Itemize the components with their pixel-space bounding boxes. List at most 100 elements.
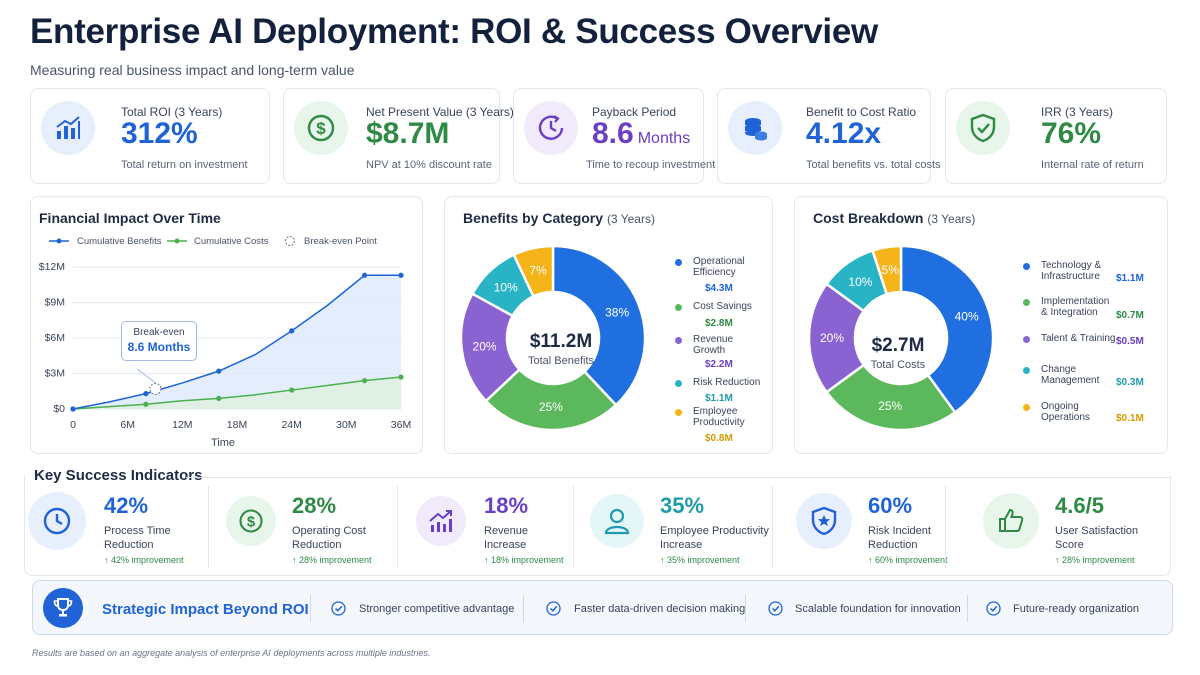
ksi-separator [397,486,398,568]
ksi-label: Operating Cost Reduction [292,524,402,552]
ksi-value: 28% [292,493,337,518]
legend-value: $0.7M [1116,310,1144,321]
kpi-desc: NPV at 10% discount rate [366,159,492,171]
ksi-separator [573,486,574,568]
strategic-item: Stronger competitive advantage [359,603,515,615]
kpi-desc: Total return on investment [121,159,248,171]
kpi-card-bcr: Benefit to Cost Ratio 4.12x Total benefi… [717,88,941,184]
benefits-donut-chart: 38% 25% 20% 10% 7% [459,244,647,432]
kpi-card-roi: Total ROI (3 Years) 312% Total return on… [30,88,270,184]
legend-label: Change Management [1041,364,1100,386]
ksi-label-line2: Reduction [292,539,342,551]
legend-value: $2.2M [705,359,733,370]
donut-slice [870,244,903,296]
strategic-impact-bar: Strategic Impact Beyond ROI Stronger com… [32,580,1173,635]
x-axis-title: Time [211,437,235,449]
kpi-label: Payback Period [592,105,677,119]
ksi-label-line1: Operating Cost [292,525,366,537]
strategic-item: Future-ready organization [1013,603,1139,615]
kpi-desc: Internal rate of return [1041,159,1144,171]
costs-point [143,401,149,407]
costs-point [216,395,222,401]
legend-value: $0.8M [705,433,733,444]
ksi-label-line1: Risk Incident [868,525,931,537]
legend-value: $0.5M [1116,336,1144,347]
kpi-card-npv: $ Net Present Value (3 Years) $8.7M NPV … [283,88,514,184]
benefits-panel: Benefits by Category (3 Years) 38% 25% 20%… [444,196,773,454]
x-tick-label: 24M [281,419,301,431]
page-title: Enterprise AI Deployment: ROI & Success … [30,12,878,51]
chart-series [70,272,404,412]
kpi-label: Benefit to Cost Ratio [806,105,917,119]
y-tick-label: $0 [53,403,65,415]
breakeven-marker [149,382,162,395]
footer-note: Results are based on an aggregate analys… [32,648,431,658]
breakeven-callout-value: 8.6 Months [127,340,191,354]
ksi-item-user-satisfaction: 4.6/5 User Satisfaction Score ↑ 28% impro… [983,488,1163,568]
coins-icon [728,101,782,155]
donut-slice-label: 7% [529,264,547,278]
legend-swatch [675,259,682,266]
ksi-improvement: ↑ 35% improvement [660,555,740,565]
strategic-separator [967,595,968,622]
kpi-label: Total ROI (3 Years) [121,105,223,119]
costs-point [361,378,368,384]
clock-icon [28,492,86,550]
trend-icon [416,496,466,546]
legend-value: $0.3M [1116,377,1144,388]
strategic-title: Strategic Impact Beyond ROI [102,601,309,618]
benefits-title-text: Benefits by Category [463,210,604,226]
ksi-label: Revenue Increase [484,524,594,552]
legend-breakeven-marker [285,236,295,246]
ksi-separator [208,486,209,568]
ksi-divider [186,477,1170,478]
ksi-label-line2: Score [1055,539,1084,551]
legend-costs-label: Cumulative Costs [194,236,269,247]
cost-donut-chart: 40% 25% 20% 10% 5% [807,244,995,432]
donut-slice [824,363,957,432]
legend-swatch [675,409,682,416]
breakeven-callout-label: Break-even [133,327,185,338]
chart-axis-labels: $0 $3M $6M $9M $12M 0 6M 12M 18M 24M 30M 36M [39,261,411,431]
ksi-label-line2: Reduction [868,539,918,551]
ksi-separator [772,486,773,568]
benefits-title-period: (3 Years) [606,212,655,226]
x-tick-label: 0 [70,419,76,431]
x-tick-label: 12M [172,419,192,431]
cost-total: $2.7M [871,335,925,356]
donut-slice-label: 25% [539,400,563,414]
financial-title: Financial Impact Over Time [39,210,221,226]
cost-title-text: Cost Breakdown [813,210,924,226]
legend-label: Implementation & Integration [1041,296,1110,318]
kpi-value: 8.6 Months [592,117,690,151]
legend-breakeven-label: Break-even Point [304,236,377,247]
x-tick-label: 18M [227,419,247,431]
ksi-improvement: ↑ 28% improvement [292,555,372,565]
ksi-label-line1: Employee Productivity [660,525,769,537]
cost-title-period: (3 Years) [927,212,976,226]
check-circle-icon [331,601,346,616]
page-subtitle: Measuring real business impact and long-… [30,62,355,78]
benefits-center: $11.2M Total Benefits [511,331,611,367]
ksi-value: 42% [104,493,149,518]
ksi-improvement: ↑ 18% improvement [484,555,564,565]
benefits-line [72,274,401,410]
costs-point [289,387,295,393]
kpi-desc: Total benefits vs. total costs [806,159,941,171]
legend-label: Ongoing Operations [1041,401,1090,423]
legend-value: $2.8M [705,318,733,329]
chart-legend: Cumulative Benefits Cumulative Costs Bre… [49,236,377,247]
donut-slice-label: 38% [605,306,629,320]
ksi-container [24,476,1171,576]
ksi-separator [945,486,946,568]
ksi-item-revenue: 18% Revenue Increase ↑ 18% improvement [416,488,576,568]
kpi-value: $8.7M [366,117,450,150]
legend-swatch [1023,263,1030,270]
legend-label: Employee Productivity [693,406,745,428]
ksi-label-line2: Increase [484,539,527,551]
legend-value: $1.1M [1116,273,1144,284]
clock-icon [524,101,578,155]
legend-swatch [675,380,682,387]
kpi-desc: Time to recoup investment [586,159,716,171]
ksi-improvement: ↑ 60% improvement [868,555,948,565]
